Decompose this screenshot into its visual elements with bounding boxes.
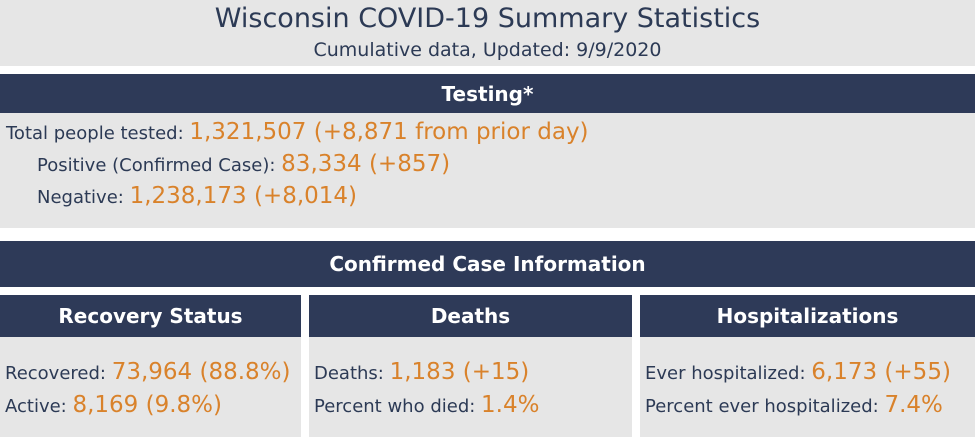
ever-hospitalized-row: Ever hospitalized: 6,173 (+55) <box>645 359 951 385</box>
deaths-heading: Deaths <box>309 295 632 337</box>
percent-hospitalized-label: Percent ever hospitalized: <box>645 396 885 417</box>
positive-row: Positive (Confirmed Case): 83,334 (+857) <box>37 151 450 177</box>
percent-hospitalized-row: Percent ever hospitalized: 7.4% <box>645 392 943 418</box>
percent-died-value: 1.4% <box>481 392 540 418</box>
ever-hospitalized-value: 6,173 (+55) <box>811 359 951 385</box>
recovery-status-heading: Recovery Status <box>0 295 301 337</box>
recovery-status-panel: Recovered: 73,964 (88.8%) Active: 8,169 … <box>0 337 301 437</box>
negative-value: 1,238,173 (+8,014) <box>129 183 358 209</box>
recovered-row: Recovered: 73,964 (88.8%) <box>5 359 291 385</box>
percent-died-label: Percent who died: <box>314 396 482 417</box>
page-subtitle: Cumulative data, Updated: 9/9/2020 <box>313 39 662 61</box>
percent-died-row: Percent who died: 1.4% <box>314 392 539 418</box>
positive-label: Positive (Confirmed Case): <box>37 155 282 176</box>
testing-heading: Testing* <box>0 74 975 113</box>
hospitalizations-heading: Hospitalizations <box>640 295 975 337</box>
total-tested-row: Total people tested: 1,321,507 (+8,871 f… <box>6 119 589 145</box>
negative-label: Negative: <box>37 187 130 208</box>
recovered-label: Recovered: <box>5 363 112 384</box>
deaths-label: Deaths: <box>314 363 390 384</box>
deaths-row: Deaths: 1,183 (+15) <box>314 359 529 385</box>
page-header: Wisconsin COVID-19 Summary Statistics Cu… <box>0 0 975 66</box>
active-row: Active: 8,169 (9.8%) <box>5 392 222 418</box>
negative-row: Negative: 1,238,173 (+8,014) <box>37 183 357 209</box>
hospitalizations-panel: Ever hospitalized: 6,173 (+55) Percent e… <box>640 337 975 437</box>
percent-hospitalized-value: 7.4% <box>884 392 943 418</box>
active-label: Active: <box>5 396 73 417</box>
ever-hospitalized-label: Ever hospitalized: <box>645 363 812 384</box>
page-title: Wisconsin COVID-19 Summary Statistics <box>214 3 761 34</box>
total-tested-value: 1,321,507 (+8,871 from prior day) <box>189 119 589 145</box>
deaths-value: 1,183 (+15) <box>389 359 530 385</box>
positive-value: 83,334 (+857) <box>281 151 451 177</box>
recovered-value: 73,964 (88.8%) <box>111 359 291 385</box>
active-value: 8,169 (9.8%) <box>72 392 223 418</box>
confirmed-case-heading: Confirmed Case Information <box>0 241 975 287</box>
deaths-panel: Deaths: 1,183 (+15) Percent who died: 1.… <box>309 337 632 437</box>
testing-panel: Total people tested: 1,321,507 (+8,871 f… <box>0 113 975 228</box>
total-tested-label: Total people tested: <box>6 123 190 144</box>
